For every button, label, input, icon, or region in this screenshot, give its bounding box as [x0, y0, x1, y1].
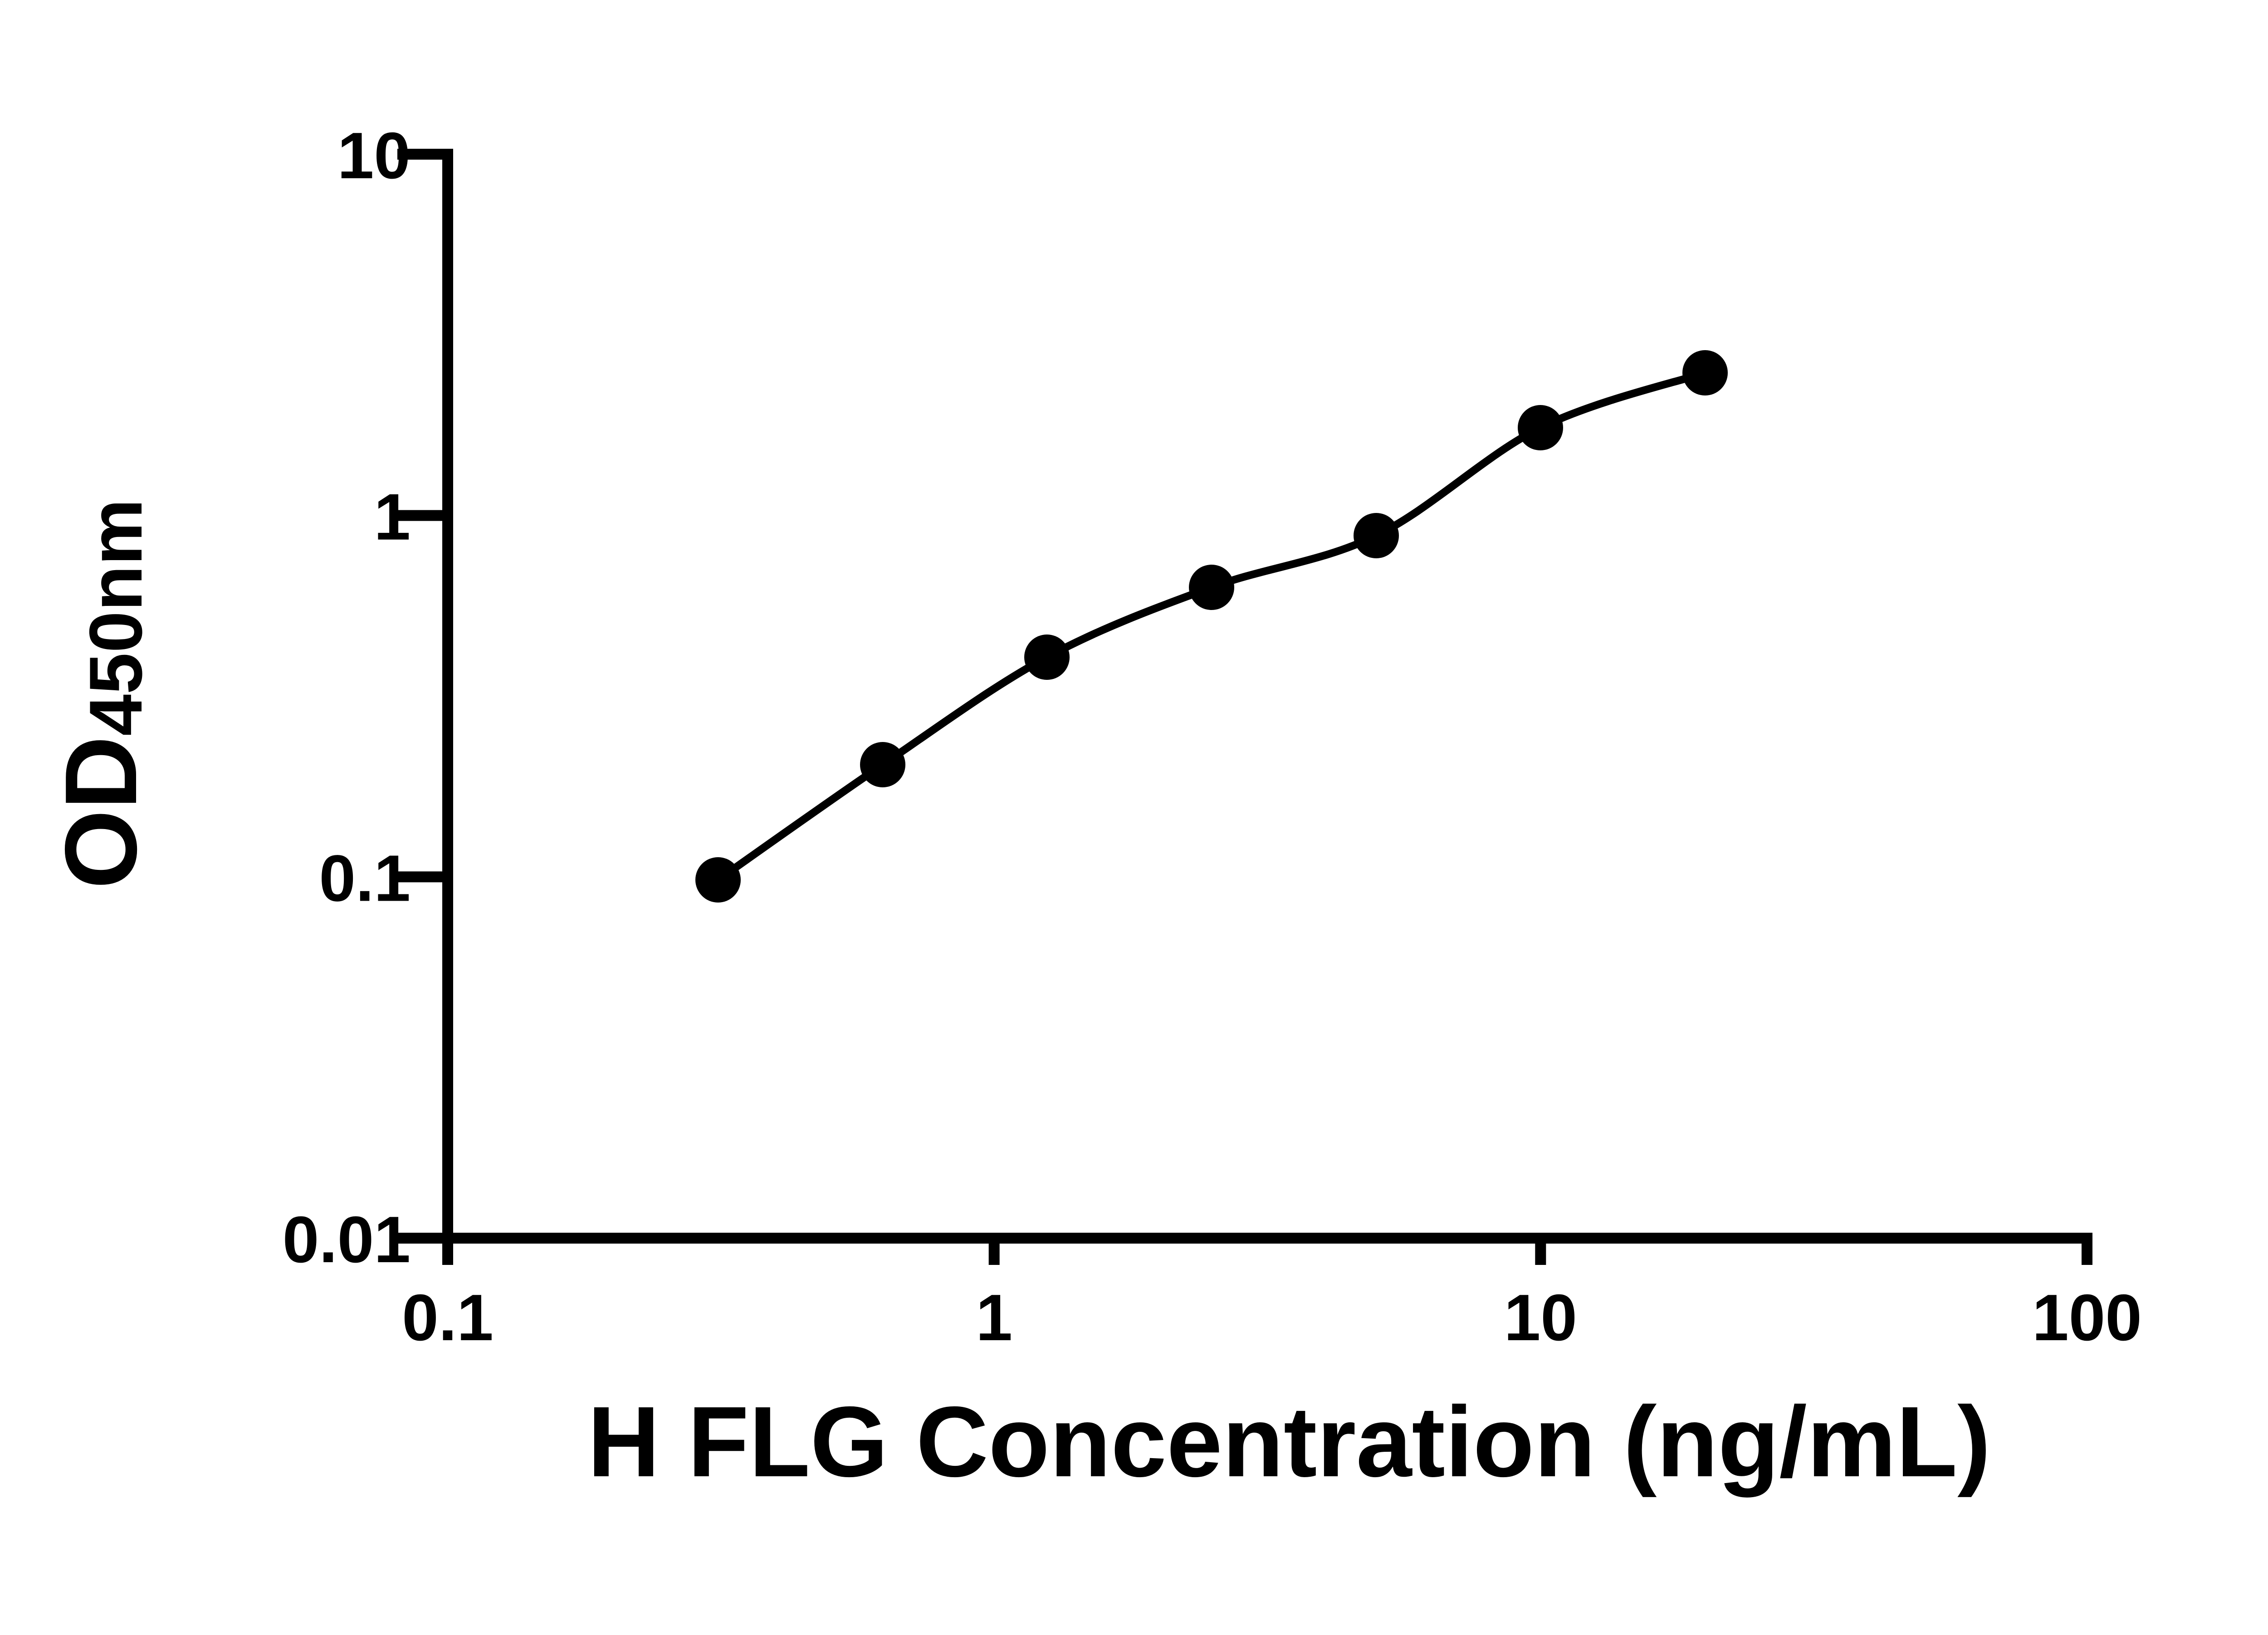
- svg-text:OD450nm: OD450nm: [44, 499, 158, 889]
- svg-text:0.1: 0.1: [402, 1281, 494, 1354]
- svg-text:100: 100: [2032, 1281, 2142, 1354]
- svg-text:10: 10: [337, 119, 411, 192]
- svg-text:1: 1: [976, 1281, 1012, 1354]
- svg-text:10: 10: [1504, 1281, 1577, 1354]
- svg-text:H FLG Concentration (ng/mL): H FLG Concentration (ng/mL): [587, 1386, 1991, 1498]
- svg-text:0.01: 0.01: [283, 1203, 411, 1276]
- svg-text:1: 1: [374, 480, 411, 554]
- svg-text:0.1: 0.1: [319, 841, 411, 915]
